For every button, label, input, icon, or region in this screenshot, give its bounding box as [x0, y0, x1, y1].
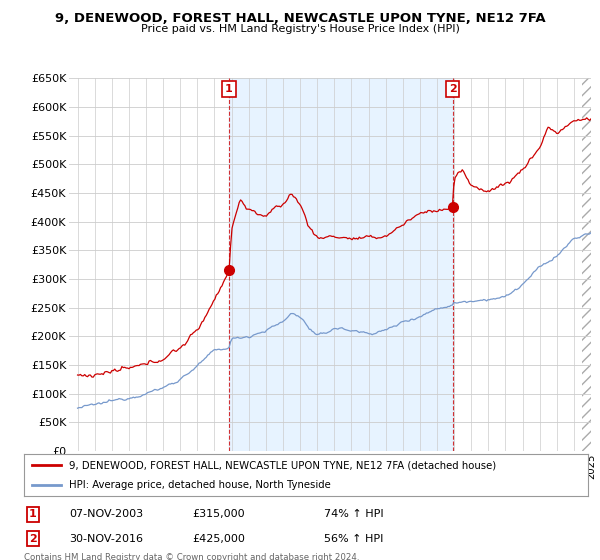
Text: 30-NOV-2016: 30-NOV-2016: [69, 534, 143, 544]
Text: 1: 1: [225, 84, 233, 94]
Text: 9, DENEWOOD, FOREST HALL, NEWCASTLE UPON TYNE, NE12 7FA: 9, DENEWOOD, FOREST HALL, NEWCASTLE UPON…: [55, 12, 545, 25]
Text: 9, DENEWOOD, FOREST HALL, NEWCASTLE UPON TYNE, NE12 7FA (detached house): 9, DENEWOOD, FOREST HALL, NEWCASTLE UPON…: [69, 460, 496, 470]
Text: 56% ↑ HPI: 56% ↑ HPI: [324, 534, 383, 544]
Bar: [583, 78, 591, 451]
Text: 2: 2: [29, 534, 37, 544]
Bar: [583, 78, 591, 451]
Text: £315,000: £315,000: [192, 509, 245, 519]
Text: Price paid vs. HM Land Registry's House Price Index (HPI): Price paid vs. HM Land Registry's House …: [140, 24, 460, 34]
Bar: [229, 78, 453, 451]
Text: 74% ↑ HPI: 74% ↑ HPI: [324, 509, 383, 519]
Text: Contains HM Land Registry data © Crown copyright and database right 2024.
This d: Contains HM Land Registry data © Crown c…: [24, 553, 359, 560]
Text: 2: 2: [449, 84, 457, 94]
Text: HPI: Average price, detached house, North Tyneside: HPI: Average price, detached house, Nort…: [69, 480, 331, 490]
Text: 1: 1: [29, 509, 37, 519]
Text: £425,000: £425,000: [192, 534, 245, 544]
Text: 07-NOV-2003: 07-NOV-2003: [69, 509, 143, 519]
